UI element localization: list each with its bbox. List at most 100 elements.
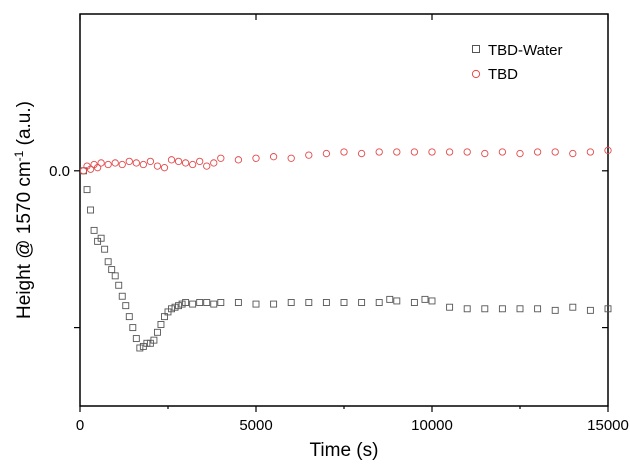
- data-point: [604, 146, 612, 155]
- data-point: [90, 226, 98, 234]
- data-point: [428, 148, 436, 156]
- series-tbd: [79, 146, 612, 175]
- data-point: [375, 299, 383, 306]
- legend-marker-tbd: [471, 69, 481, 79]
- data-point: [79, 167, 88, 175]
- data-point: [189, 300, 197, 308]
- data-point: [551, 306, 559, 314]
- data-point: [101, 245, 109, 253]
- data-point: [160, 164, 169, 172]
- data-point: [386, 295, 394, 303]
- data-point: [445, 148, 454, 156]
- x-tick-label: 10000: [411, 417, 453, 434]
- legend: TBD-Water TBD: [471, 42, 562, 83]
- data-point: [463, 305, 471, 313]
- data-point: [153, 162, 162, 170]
- data-point: [171, 303, 179, 311]
- data-point: [111, 159, 119, 167]
- data-point: [146, 157, 155, 166]
- data-point: [203, 162, 211, 170]
- data-point: [108, 266, 116, 274]
- legend-marker-tbd-water: [472, 45, 480, 53]
- data-point: [358, 299, 366, 306]
- y-axis-title-superscript: -1: [12, 150, 26, 161]
- data-point: [157, 321, 165, 328]
- series-tbd-water: [80, 167, 612, 352]
- data-point: [132, 159, 140, 167]
- data-point: [83, 186, 91, 194]
- y-axis-title-main: Height @ 1570 cm: [14, 161, 35, 319]
- data-point: [111, 272, 119, 280]
- data-point: [129, 324, 137, 332]
- data-point: [125, 313, 133, 321]
- data-point: [217, 154, 225, 162]
- plot-frame: [79, 13, 609, 407]
- data-point: [203, 299, 211, 306]
- data-point: [125, 157, 133, 166]
- data-point: [322, 149, 331, 158]
- x-tick-label: 5000: [239, 417, 272, 434]
- y-axis-title: Height @ 1570 cm-1 (a.u.): [12, 101, 35, 319]
- data-point: [104, 160, 112, 169]
- data-point: [498, 148, 507, 156]
- data-point: [196, 299, 204, 306]
- data-point: [534, 305, 542, 313]
- data-point: [87, 206, 95, 214]
- data-point: [586, 148, 595, 156]
- data-point: [182, 299, 190, 306]
- data-point: [340, 299, 348, 306]
- data-point: [181, 159, 190, 167]
- y-tick-label: 0.0: [49, 163, 70, 180]
- data-point: [375, 148, 383, 156]
- data-point: [270, 300, 278, 308]
- data-point: [104, 258, 112, 266]
- data-point: [97, 234, 105, 242]
- data-point: [421, 295, 429, 303]
- data-point: [569, 303, 577, 311]
- data-point: [252, 154, 260, 162]
- data-point: [446, 303, 454, 311]
- data-point: [481, 305, 489, 313]
- data-point: [118, 160, 126, 169]
- data-point: [143, 339, 151, 347]
- data-point: [167, 156, 176, 164]
- data-point: [551, 148, 559, 156]
- data-point: [516, 305, 524, 313]
- ticks-layer: 0 5000 10000 15000 0.0: [49, 14, 629, 434]
- data-point: [357, 149, 366, 158]
- data-point: [410, 299, 418, 306]
- data-point: [305, 151, 313, 159]
- data-point: [322, 299, 330, 306]
- x-tick-label: 0: [76, 417, 84, 434]
- data-point: [97, 159, 105, 167]
- data-point: [178, 300, 186, 308]
- data-point: [196, 157, 204, 166]
- data-point: [217, 299, 225, 306]
- data-point: [498, 305, 506, 313]
- series-layer: [79, 146, 612, 352]
- data-point: [463, 148, 471, 156]
- data-point: [269, 153, 278, 161]
- data-point: [393, 297, 401, 305]
- data-point: [150, 336, 158, 344]
- data-point: [210, 300, 218, 308]
- data-point: [393, 148, 401, 156]
- legend-label-tbd-water: TBD-Water: [488, 42, 562, 59]
- data-point: [86, 165, 95, 173]
- data-point: [118, 292, 126, 300]
- data-point: [139, 160, 148, 169]
- data-point: [287, 299, 295, 306]
- data-point: [481, 149, 489, 158]
- data-point: [252, 300, 260, 308]
- data-point: [410, 148, 419, 156]
- data-point: [340, 148, 348, 156]
- data-point: [516, 149, 524, 158]
- data-point: [132, 335, 140, 343]
- data-point: [533, 148, 542, 156]
- x-axis-title: Time (s): [310, 440, 379, 461]
- data-point: [136, 344, 144, 352]
- data-point: [210, 159, 218, 167]
- data-point: [586, 306, 594, 314]
- data-point: [175, 302, 183, 310]
